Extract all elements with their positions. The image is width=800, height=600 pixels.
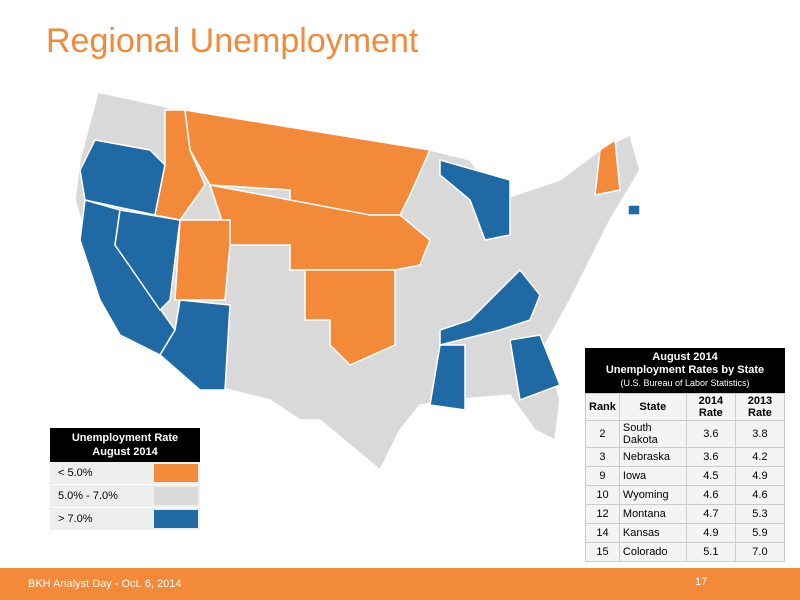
table-cell: 4.7 [685,504,736,524]
table-header: State [618,393,687,421]
footer-text: BKH Analyst Day - Oct. 6, 2014 [28,578,182,590]
table-cell: Iowa [618,466,687,486]
table-title: August 2014 Unemployment Rates by State (U… [585,348,785,393]
legend-swatch [154,487,198,505]
legend: Unemployment Rate August 2014 < 5.0% 5.0% … [50,428,200,531]
table-cell: 4.6 [685,485,736,505]
table-cell: 5.9 [734,523,786,543]
table-subtitle: (U.S. Bureau of Labor Statistics) [620,378,750,388]
rates-table: August 2014 Unemployment Rates by State (U… [585,348,786,562]
table-cell: 7.0 [734,542,786,562]
states-orange [154,109,621,366]
table-cell: Kansas [618,523,687,543]
title: Regional Unemployment [46,22,419,60]
table-header: 2014 Rate [685,393,736,421]
table-cell: Wyoming [618,485,687,505]
legend-title-line: Unemployment Rate [71,432,179,444]
table-cell: 4.6 [734,485,786,505]
table-row: 15 Colorado 5.1 7.0 [585,542,786,562]
table-cell: Montana [618,504,687,524]
legend-row: < 5.0% [50,462,200,485]
table-row: 12 Montana 4.7 5.3 [585,504,786,524]
table-cell: 4.9 [685,523,736,543]
table-cell: 10 [585,485,620,505]
table-header: Rank [585,393,620,421]
table-cell: Nebraska [618,447,687,467]
table-title-line: August 2014 [652,351,718,363]
table-cell: 12 [585,504,620,524]
table-cell: 5.3 [734,504,786,524]
legend-label: < 5.0% [58,467,93,479]
footer: BKH Analyst Day - Oct. 6, 2014 17 [0,568,800,600]
table-cell: 3.8 [734,420,786,448]
table-cell: 2 [585,420,620,448]
table-cell: 3 [585,447,620,467]
legend-swatch [154,510,198,528]
table-cell: 15 [585,542,620,562]
states-blue [79,139,641,411]
table-cell: 4.5 [685,466,736,486]
table-cell: South Dakota [618,420,687,448]
legend-title-line: August 2014 [92,446,158,458]
table-row: 9 Iowa 4.5 4.9 [585,466,786,486]
legend-label: > 7.0% [58,513,93,525]
us-map [74,91,641,472]
table-cell: 5.1 [685,542,736,562]
table-cell: 4.2 [734,447,786,467]
legend-swatch [154,464,198,482]
table-cell: Colorado [618,542,687,562]
table-row: 3 Nebraska 3.6 4.2 [585,447,786,467]
table: Rank State 2014 Rate 2013 Rate 2 South Dakota… [585,393,786,562]
table-cell: 4.9 [734,466,786,486]
table-title-line: Unemployment Rates by State [605,364,765,376]
legend-row: > 7.0% [50,508,200,531]
table-row: 10 Wyoming 4.6 4.6 [585,485,786,505]
legend-label: 5.0% - 7.0% [58,490,118,502]
table-cell: 3.6 [685,420,736,448]
legend-row: 5.0% - 7.0% [50,485,200,508]
table-cell: 14 [585,523,620,543]
table-row: 2 South Dakota 3.6 3.8 [585,420,786,448]
table-cell: 3.6 [685,447,736,467]
table-header: 2013 Rate [734,393,786,421]
legend-title: Unemployment Rate August 2014 [50,428,200,462]
table-cell: 9 [585,466,620,486]
table-row: 14 Kansas 4.9 5.9 [585,523,786,543]
page-number: 17 [695,576,708,588]
